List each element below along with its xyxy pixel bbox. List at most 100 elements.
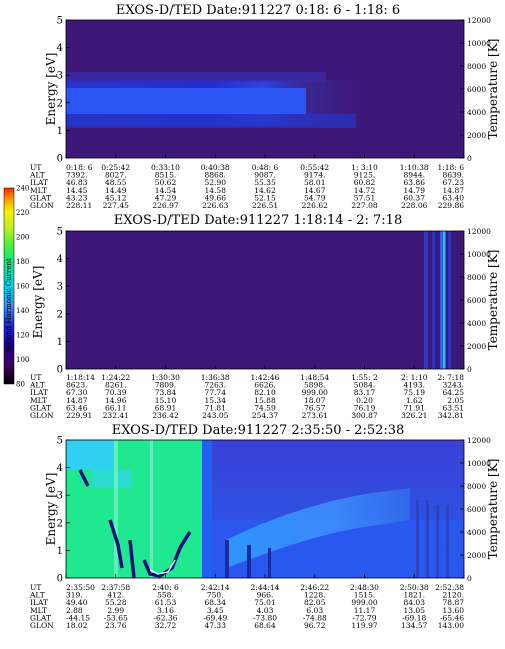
panel-1-ytick-label: 5 — [57, 16, 63, 27]
panel-2-table-cell: 232.41 — [103, 411, 129, 420]
panel-3-table-cell: 2.88 — [66, 606, 83, 615]
panel-2-table-cell: 300.87 — [351, 411, 377, 420]
panel-2-table-row-label: ALT — [29, 381, 45, 390]
panel-3-dark-trace — [78, 469, 192, 579]
panel-2-yticks-right: 0 2000 4000 6000 8000 10000 12000 — [460, 227, 491, 374]
panel-2-table-cell: 5898. — [304, 381, 325, 390]
panel-3-table-row-label: GLON — [30, 621, 54, 630]
panel-3-vbar-5 — [426, 500, 429, 578]
panel-1-ytick-label: 3 — [57, 71, 63, 82]
panel-1-table-cell: 8639. — [443, 171, 464, 180]
panel-1-table-cell: 63.86 — [404, 178, 426, 187]
panel-3-table-cell: 78.87 — [443, 598, 465, 607]
panel-3-table-cell: 966. — [257, 591, 274, 600]
panel-2-table-cell: 1:36:38 — [201, 373, 230, 382]
panel-1-table-cell: 14.87 — [443, 186, 465, 195]
panel-3-vbar-3 — [268, 548, 271, 578]
panel-1-table-cell: 227.45 — [103, 201, 129, 210]
panel-2-table-cell: 15.88 — [254, 396, 276, 405]
panel-3-vbar-2 — [247, 545, 251, 578]
panel-2-ytick-right-label: 4000 — [467, 319, 486, 328]
panel-2-table-cell: 3243. — [443, 381, 464, 390]
panel-1-band-low — [66, 114, 356, 128]
panel-2-ytick-label: 2 — [57, 309, 63, 320]
panel-2-table-cell: 243.05 — [202, 411, 228, 420]
panel-3-table-cell: 96.72 — [304, 621, 326, 630]
panel-1-ytick-label: 4 — [57, 43, 63, 54]
panel-1-table-cell: 8868. — [205, 171, 226, 180]
panel-3: EXOS-D/TED Date:911227 2:35:50 - 2:52:38… — [29, 423, 500, 630]
panel-1-table-cell: 45.12 — [105, 193, 127, 202]
panel-1-ytick-right-label: 10000 — [467, 39, 491, 48]
panel-3-ytick-label: 3 — [57, 491, 63, 502]
panel-2-table-cell: 236.42 — [152, 411, 178, 420]
panel-3-table-cell: -69.49 — [203, 613, 227, 622]
panel-1-table-cell: 228.11 — [66, 201, 92, 210]
panel-3-ytick-label: 1 — [57, 546, 63, 557]
panel-1-table-cell: 1: 3:10 — [351, 163, 378, 172]
panel-1-table-cell: 8944. — [404, 171, 425, 180]
panel-2-table-row-label: GLAT — [30, 403, 51, 412]
panel-3-vbar-6 — [436, 505, 439, 578]
panel-2-table-cell: 326.21 — [401, 411, 427, 420]
panel-2-table-cell: 1:55: 2 — [351, 373, 378, 382]
colorbar: Second Harmonic Current 80 100 120 140 160 18… — [3, 185, 29, 389]
panel-2-table-cell: 63.51 — [443, 403, 464, 412]
panel-3-table-cell: 558. — [157, 591, 174, 600]
panel-2-table-cell: 4193. — [404, 381, 425, 390]
panel-3-transition — [202, 440, 212, 578]
panel-2-ytick-label: 3 — [57, 282, 63, 293]
panel-2-table-cell: 0.20 — [356, 396, 373, 405]
panel-3-table-cell: 2:48:30 — [350, 583, 379, 592]
panel-3-ytick-right-label: 6000 — [467, 505, 486, 514]
panel-2-streak-a — [424, 231, 428, 369]
panel-3-table-cell: 47.33 — [205, 621, 227, 630]
panel-2-ytick-label: 0 — [57, 365, 63, 376]
panel-1-table-cell: 8027. — [105, 171, 126, 180]
panel-2: EXOS-D/TED Date:911227 1:18:14 - 2: 7:18… — [29, 213, 500, 420]
panel-2-table-row-label: GLON — [30, 411, 54, 420]
panel-1-table-cell: 9174. — [304, 171, 325, 180]
panel-1-ytick-label: 1 — [57, 126, 63, 137]
panel-3-table-cell: 82.05 — [304, 598, 326, 607]
panel-2-table-cell: 73.84 — [155, 388, 177, 397]
panel-2-ytick-label: 1 — [57, 337, 63, 348]
panel-1-ytick-label: 0 — [57, 154, 63, 165]
panel-2-ytick-right-label: 0 — [467, 365, 472, 374]
panel-1-table-cell: 8515. — [155, 171, 176, 180]
panel-2-ytick-label: 5 — [57, 227, 63, 238]
colorbar-tick-label: 140 — [16, 307, 29, 315]
panel-3-table-cell: 32.72 — [155, 621, 177, 630]
panel-3-table-cell: 143.00 — [438, 621, 464, 630]
panel-2-ytick-right-label: 12000 — [467, 227, 491, 236]
panel-3-ytick-right-label: 8000 — [467, 482, 486, 491]
panel-1-table-cell: 14.62 — [254, 186, 276, 195]
panel-2-table-cell: 2: 7:18 — [437, 373, 464, 382]
panel-2-table-cell: 82.10 — [254, 388, 276, 397]
panel-2-ytick-label: 4 — [57, 254, 63, 265]
colorbar-ticks: 80 100 120 140 160 180 200 220 240 — [16, 185, 29, 389]
panel-3-ytick-right-label: 2000 — [467, 551, 486, 560]
panel-1-ytick-right-label: 12000 — [467, 16, 491, 25]
panel-1: EXOS-D/TED Date:911227 0:18: 6 - 1:18: 6… — [29, 3, 500, 210]
panel-1-ytick-right-label: 4000 — [467, 108, 486, 117]
panel-2-table-cell: 74.59 — [254, 403, 276, 412]
panel-2-table-cell: 66.11 — [105, 403, 126, 412]
panel-2-table-cell: 76.19 — [354, 403, 376, 412]
panel-2-table-cell: 68.91 — [155, 403, 176, 412]
panel-3-bright-stripe-2 — [150, 440, 153, 578]
panel-2-table-cell: 273.61 — [302, 411, 328, 420]
panel-3-ytick-right-label: 0 — [467, 574, 472, 583]
panel-1-table-cell: 0:48: 6 — [252, 163, 279, 172]
panel-2-table-row-label: UT — [30, 373, 41, 382]
panel-3-ytick-label: 2 — [57, 518, 63, 529]
panel-3-table-cell: 49.40 — [66, 598, 88, 607]
panel-1-table-cell: 0:18: 6 — [66, 163, 93, 172]
panel-3-table-cell: 6.03 — [306, 606, 323, 615]
panel-3-table-cell: 134.57 — [401, 621, 427, 630]
panel-1-table-cell: 14.45 — [66, 186, 88, 195]
panel-3-white-trace — [149, 559, 176, 575]
panel-2-table-cell: 7263. — [205, 381, 226, 390]
panel-1-table-cell: 227.08 — [351, 201, 377, 210]
panel-1-table-cell: 14.72 — [354, 186, 376, 195]
